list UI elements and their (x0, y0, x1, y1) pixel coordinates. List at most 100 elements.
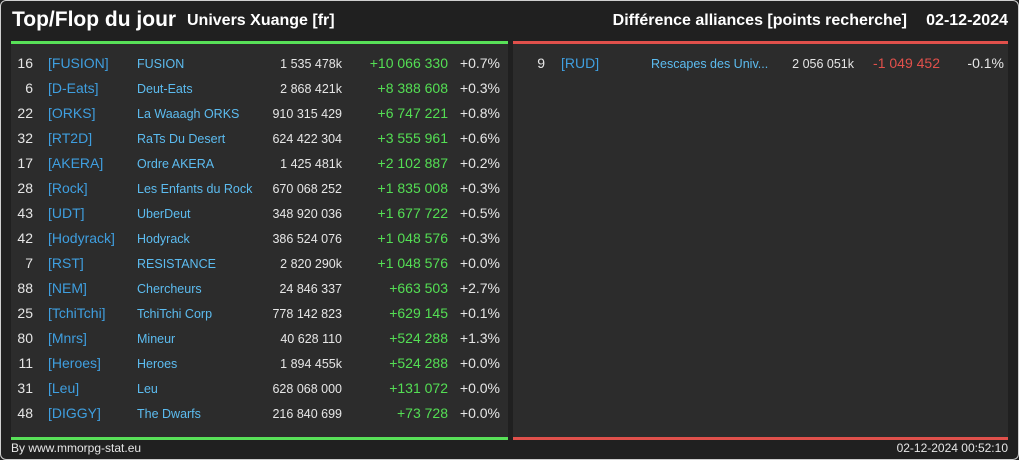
points-value: 216 840 699 (272, 407, 342, 421)
percent-value: +0.5% (459, 205, 500, 221)
diff-value: +131 072 (389, 380, 448, 396)
top-row: 6 [D-Eats] Deut-Eats 2 868 421k +8 388 608 +0… (11, 76, 508, 101)
percent-value: +0.6% (459, 130, 500, 146)
diff-value: +524 288 (389, 330, 448, 346)
alliance-name-link[interactable]: Deut-Eats (137, 82, 193, 96)
points-value: 348 920 036 (272, 207, 342, 221)
diff-value: +524 288 (389, 355, 448, 371)
diff-value: +1 677 722 (377, 205, 448, 221)
alliance-tag-link[interactable]: [FUSION] (48, 55, 109, 71)
rank: 25 (17, 305, 33, 321)
top-row: 88 [NEM] Chercheurs 24 846 337 +663 503 +2.7% (11, 276, 508, 301)
percent-value: +0.2% (459, 155, 500, 171)
alliance-tag-link[interactable]: [ORKS] (48, 105, 96, 121)
header-date: 02-12-2024 (926, 12, 1008, 29)
rank: 16 (17, 55, 33, 71)
alliance-name-link[interactable]: FUSION (137, 57, 185, 71)
rank: 6 (25, 80, 33, 96)
top-row: 31 [Leu] Leu 628 068 000 +131 072 +0.0% (11, 376, 508, 401)
alliance-name-link[interactable]: The Dwarfs (137, 407, 201, 421)
alliance-name-link[interactable]: RaTs Du Desert (137, 132, 226, 146)
universe-label: Univers Xuange [fr] (187, 12, 335, 29)
percent-value: +0.3% (459, 180, 500, 196)
alliance-name-link[interactable]: Ordre AKERA (137, 157, 215, 171)
percent-value: +1.3% (459, 330, 500, 346)
top-row: 32 [RT2D] RaTs Du Desert 624 422 304 +3 555 … (11, 126, 508, 151)
points-value: 778 142 823 (272, 307, 342, 321)
alliance-name-link[interactable]: Les Enfants du Rock (137, 182, 253, 196)
alliance-name-link[interactable]: Heroes (137, 357, 178, 371)
percent-value: +0.3% (459, 230, 500, 246)
percent-value: +0.0% (459, 355, 500, 371)
alliance-tag-link[interactable]: [D-Eats] (48, 80, 99, 96)
points-value: 1 535 478k (280, 57, 342, 71)
rank: 7 (25, 255, 33, 271)
top-row: 7 [RST] RESISTANCE 2 820 290k +1 048 576 +0.0… (11, 251, 508, 276)
percent-value: +0.1% (459, 305, 500, 321)
diff-value: -1 049 452 (873, 55, 940, 71)
alliance-name-link[interactable]: Leu (137, 382, 158, 396)
rank: 43 (17, 205, 33, 221)
rank: 80 (17, 330, 33, 346)
percent-value: +0.0% (459, 405, 500, 421)
rank: 28 (17, 180, 33, 196)
alliance-name-link[interactable]: TchiTchi Corp (137, 307, 213, 321)
alliance-name-link[interactable]: Rescapes des Univ... (651, 57, 769, 71)
diff-value: +1 835 008 (377, 180, 448, 196)
alliance-name-link[interactable]: La Waaagh ORKS (137, 107, 240, 121)
diff-value: +2 102 887 (377, 155, 448, 171)
percent-value: +0.3% (459, 80, 500, 96)
rank: 17 (17, 155, 33, 171)
points-value: 670 068 252 (272, 182, 342, 196)
category-label: Différence alliances [points recherche] (612, 12, 907, 29)
points-value: 386 524 076 (272, 232, 342, 246)
page-title: Top/Flop du jour (12, 8, 177, 31)
alliance-name-link[interactable]: Hodyrack (137, 232, 190, 246)
percent-value: +0.0% (459, 380, 500, 396)
diff-value: +10 066 330 (369, 55, 448, 71)
points-value: 24 846 337 (279, 282, 342, 296)
diff-value: +629 145 (389, 305, 448, 321)
header: Top/Flop du jour Univers Xuange [fr] Dif… (1, 1, 1018, 41)
footer-timestamp: 02-12-2024 00:52:10 (896, 441, 1008, 455)
top-row: 28 [Rock] Les Enfants du Rock 670 068 252 +1… (11, 176, 508, 201)
top-row: 80 [Mnrs] Mineur 40 628 110 +524 288 +1.3% (11, 326, 508, 351)
diff-value: +1 048 576 (377, 230, 448, 246)
alliance-name-link[interactable]: Mineur (137, 332, 176, 346)
alliance-tag-link[interactable]: [Rock] (48, 180, 88, 196)
alliance-tag-link[interactable]: [Hodyrack] (48, 230, 115, 246)
alliance-tag-link[interactable]: [TchiTchi] (48, 305, 106, 321)
alliance-name-link[interactable]: Chercheurs (137, 282, 202, 296)
alliance-tag-link[interactable]: [RT2D] (48, 130, 93, 146)
alliance-tag-link[interactable]: [UDT] (48, 205, 85, 221)
flop-row: 9 [RUD] Rescapes des Univ... 2 056 051k -1 0… (513, 51, 1008, 76)
rank: 88 (17, 280, 33, 296)
points-value: 628 068 000 (272, 382, 342, 396)
rank: 22 (17, 105, 33, 121)
alliance-tag-link[interactable]: [Heroes] (48, 355, 101, 371)
diff-value: +73 728 (397, 405, 448, 421)
alliance-name-link[interactable]: UberDeut (137, 207, 191, 221)
alliance-name-link[interactable]: RESISTANCE (137, 257, 216, 271)
points-value: 2 820 290k (280, 257, 342, 271)
flop-panel: 9 [RUD] Rescapes des Univ... 2 056 051k -1 0… (513, 41, 1008, 440)
top-row: 43 [UDT] UberDeut 348 920 036 +1 677 722 +0.5… (11, 201, 508, 226)
alliance-tag-link[interactable]: [RUD] (561, 55, 600, 71)
rank: 32 (17, 130, 33, 146)
alliance-tag-link[interactable]: [RST] (48, 255, 84, 271)
alliance-tag-link[interactable]: [Mnrs] (48, 330, 87, 346)
footer-credit-link[interactable]: By www.mmorpg-stat.eu (11, 441, 142, 455)
points-value: 2 868 421k (280, 82, 342, 96)
points-value: 40 628 110 (280, 332, 342, 346)
diff-value: +8 388 608 (377, 80, 448, 96)
alliance-tag-link[interactable]: [NEM] (48, 280, 87, 296)
rank: 42 (17, 230, 33, 246)
diff-value: +663 503 (389, 280, 448, 296)
points-value: 1 894 455k (280, 357, 342, 371)
alliance-tag-link[interactable]: [Leu] (48, 380, 80, 396)
diff-value: +6 747 221 (377, 105, 448, 121)
alliance-tag-link[interactable]: [AKERA] (48, 155, 104, 171)
alliance-tag-link[interactable]: [DIGGY] (48, 405, 101, 421)
rank: 9 (537, 55, 545, 71)
